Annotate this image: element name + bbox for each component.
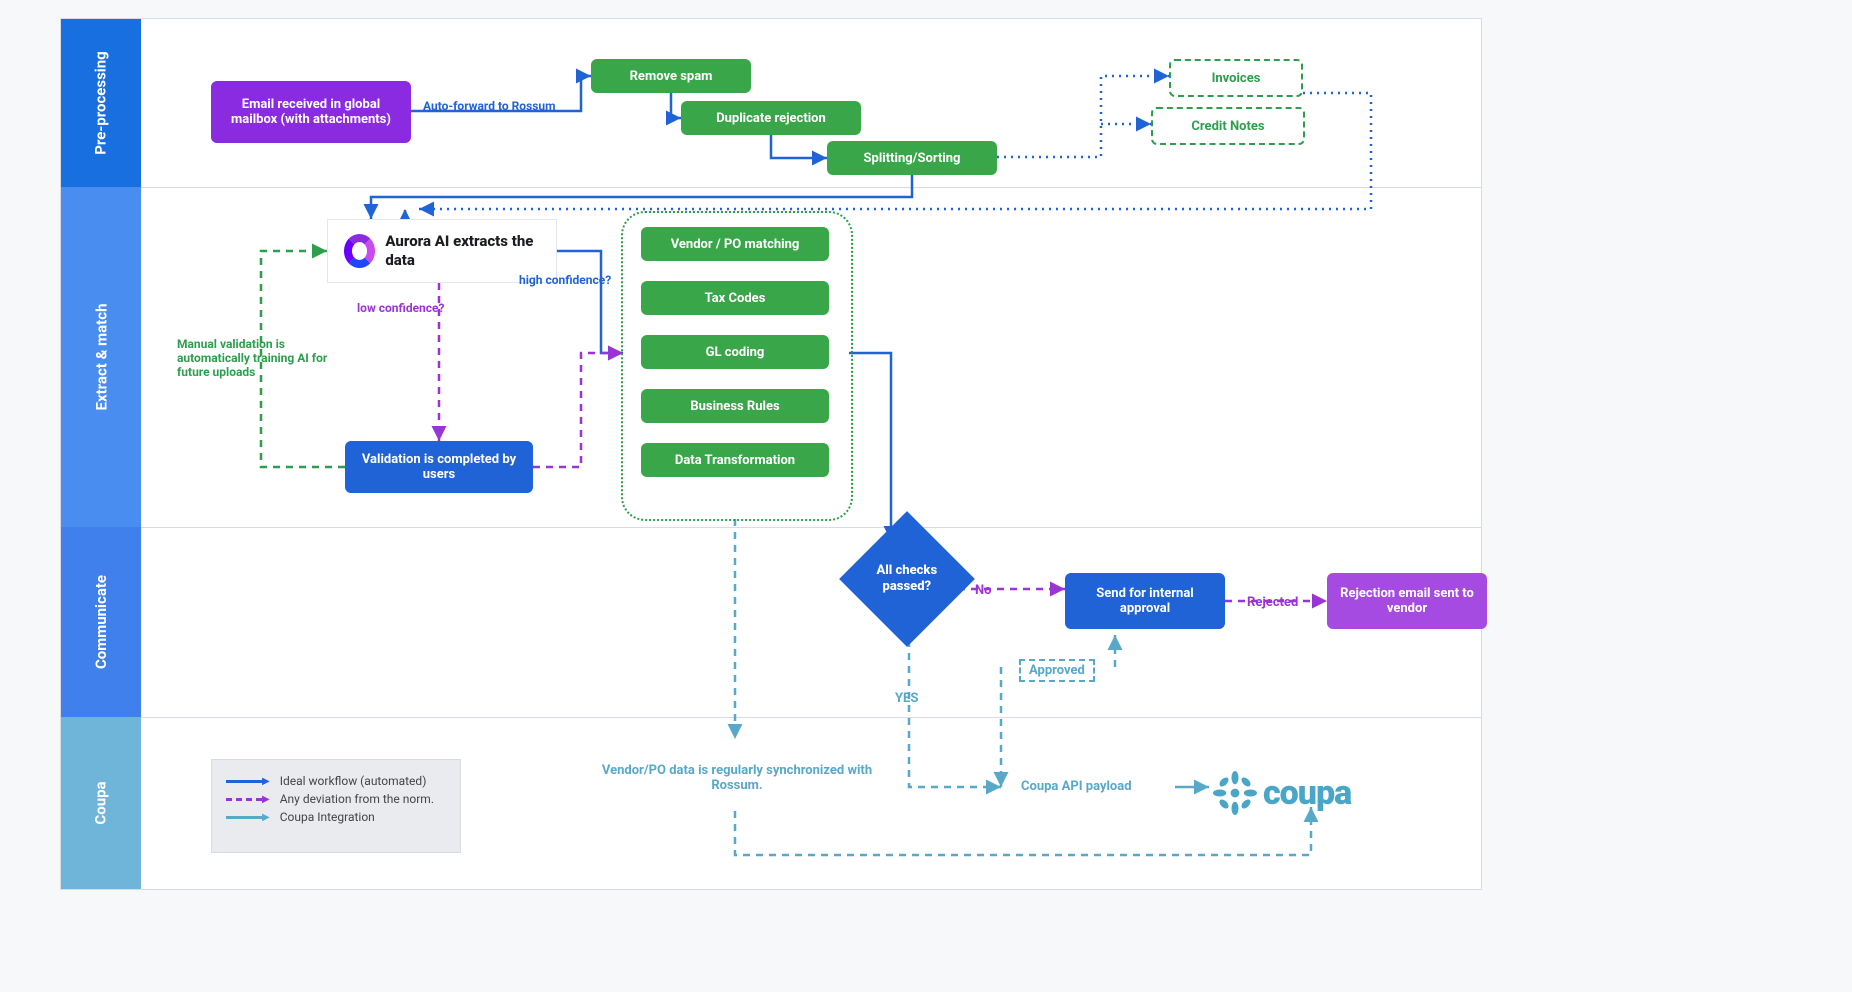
- node-label: Send for internal approval: [1077, 586, 1213, 616]
- lane-divider: [141, 527, 1481, 528]
- node-label: GL coding: [706, 345, 765, 360]
- node-label: Remove spam: [630, 69, 713, 84]
- edge-label-syncNote: Vendor/PO data is regularly synchronized…: [597, 763, 877, 793]
- swimlane-communicate: Communicate: [61, 527, 141, 717]
- aurora-logo-icon: [344, 234, 375, 268]
- swimlane-stage: Pre-processing Extract & match Communicate…: [60, 18, 1482, 890]
- swimlane-label: Extract & match: [92, 304, 110, 411]
- legend-box: ▶ Ideal workflow (automated) ▶ Any deviatio…: [211, 759, 461, 853]
- node-label: Email received in global mailbox (with a…: [223, 97, 399, 127]
- lane-divider: [141, 187, 1481, 188]
- node-duplicate-rejection: Duplicate rejection: [681, 101, 861, 135]
- legend-line-icon: [226, 798, 262, 801]
- node-label: Invoices: [1212, 71, 1261, 86]
- swimlane-label: Communicate: [92, 575, 110, 669]
- coupa-logo: coupa: [1213, 771, 1351, 815]
- edge-label-coupaApi: Coupa API payload: [1021, 779, 1132, 794]
- edge-label-approved: Approved: [1019, 659, 1095, 682]
- edge: [997, 76, 1169, 157]
- coupa-flower-icon: [1213, 771, 1257, 815]
- swimlane-preproc: Pre-processing: [61, 19, 141, 187]
- edge-label-rejected: Rejected: [1247, 595, 1298, 610]
- swimlane-coupa: Coupa: [61, 717, 141, 889]
- arrow-icon: ▶: [262, 776, 270, 787]
- arrow-icon: ▶: [262, 794, 270, 805]
- node-rejection-email: Rejection email sent to vendor: [1327, 573, 1487, 629]
- node-invoices: Invoices: [1169, 59, 1303, 97]
- node-tax-codes: Tax Codes: [641, 281, 829, 315]
- swimlane-extract: Extract & match: [61, 187, 141, 527]
- node-business-rules: Business Rules: [641, 389, 829, 423]
- edge: [849, 353, 891, 541]
- edge-label-lowConf: low confidence?: [357, 301, 444, 315]
- node-data-transformation: Data Transformation: [641, 443, 829, 477]
- lane-divider: [141, 717, 1481, 718]
- node-remove-spam: Remove spam: [591, 59, 751, 93]
- node-label: Tax Codes: [705, 291, 766, 306]
- legend-label: Coupa Integration: [280, 810, 375, 824]
- coupa-wordmark: coupa: [1263, 773, 1351, 813]
- edge-label-no: No: [975, 583, 992, 598]
- edge-label-autoForward: Auto-forward to Rossum: [423, 99, 556, 113]
- node-label: Data Transformation: [675, 453, 795, 468]
- edge: [909, 627, 1001, 787]
- node-label: Vendor / PO matching: [671, 237, 800, 252]
- arrow-icon: ▶: [262, 812, 270, 823]
- node-label: Aurora AI extracts the data: [385, 232, 540, 270]
- node-validation-by-users: Validation is completed by users: [345, 441, 533, 493]
- diagram-frame: Pre-processing Extract & match Communicate…: [0, 0, 1852, 992]
- node-label: Splitting/Sorting: [864, 151, 961, 166]
- legend-label: Ideal workflow (automated): [280, 774, 427, 788]
- node-label: Rejection email sent to vendor: [1339, 586, 1475, 616]
- edge-label-yes: YES: [895, 691, 918, 706]
- node-credit-notes: Credit Notes: [1151, 107, 1305, 145]
- edge-label-manualTrain: Manual validation is automatically train…: [177, 337, 357, 379]
- legend-item-deviation: ▶ Any deviation from the norm.: [226, 792, 446, 806]
- edge-label-highConf: high confidence?: [519, 273, 611, 287]
- edge: [771, 135, 827, 158]
- edge: [533, 353, 623, 467]
- node-label: Business Rules: [690, 399, 779, 414]
- node-email-received: Email received in global mailbox (with a…: [211, 81, 411, 143]
- node-label: Validation is completed by users: [357, 452, 521, 482]
- legend-label: Any deviation from the norm.: [280, 792, 434, 806]
- node-label: Duplicate rejection: [716, 111, 826, 126]
- legend-item-ideal: ▶ Ideal workflow (automated): [226, 774, 446, 788]
- edge: [671, 93, 681, 118]
- swimlane-label: Pre-processing: [92, 51, 110, 154]
- node-gl-coding: GL coding: [641, 335, 829, 369]
- legend-item-integration: ▶ Coupa Integration: [226, 810, 446, 824]
- node-all-checks-passed: All checks passed?: [839, 511, 975, 647]
- legend-line-icon: [226, 816, 262, 819]
- node-splitting-sorting: Splitting/Sorting: [827, 141, 997, 175]
- edge: [557, 251, 623, 353]
- legend-line-icon: [226, 780, 262, 783]
- swimlane-label: Coupa: [92, 781, 110, 824]
- node-label: All checks passed?: [859, 563, 955, 596]
- node-label: Credit Notes: [1191, 119, 1264, 134]
- node-send-internal-approval: Send for internal approval: [1065, 573, 1225, 629]
- node-vendor-po-matching: Vendor / PO matching: [641, 227, 829, 261]
